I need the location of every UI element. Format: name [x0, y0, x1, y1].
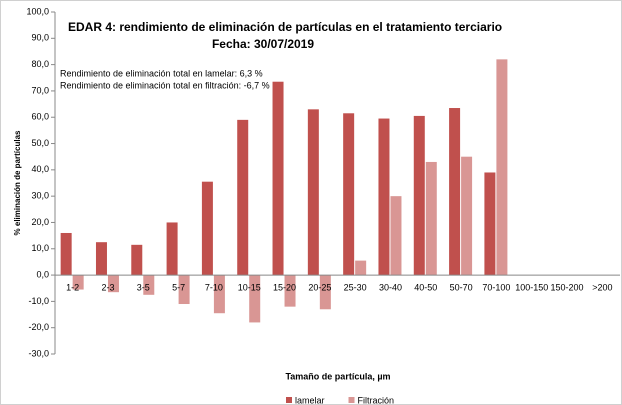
x-tick-label: 100-150 — [515, 282, 548, 292]
annotation: Rendimiento de eliminación total en lame… — [60, 68, 263, 78]
y-tick-label: -10,0 — [28, 296, 49, 306]
bar — [425, 161, 437, 276]
bar — [449, 108, 461, 276]
x-tick-label: 50-70 — [450, 282, 473, 292]
bar — [95, 242, 107, 276]
bar — [131, 244, 143, 276]
bar — [237, 119, 249, 276]
bar — [496, 59, 508, 276]
x-tick-label: 150-200 — [551, 282, 584, 292]
y-tick-label: 50,0 — [31, 138, 49, 148]
bar — [390, 196, 402, 276]
y-tick-label: 0,0 — [36, 269, 49, 279]
y-tick-label: 90,0 — [31, 33, 49, 43]
y-tick-label: 80,0 — [31, 59, 49, 69]
bar — [319, 275, 331, 310]
bar — [178, 275, 190, 305]
legend-swatch — [286, 397, 292, 403]
x-tick-label: 20-25 — [308, 282, 331, 292]
bar — [343, 113, 355, 276]
bar — [213, 275, 225, 314]
y-tick-label: 70,0 — [31, 85, 49, 95]
bar — [166, 222, 178, 276]
x-axis-label: Tamaño de partícula, µm — [285, 371, 390, 381]
bar — [378, 118, 390, 276]
x-tick-label: 15-20 — [273, 282, 296, 292]
y-tick-label: 100,0 — [26, 6, 49, 16]
legend-label: Filtración — [358, 395, 395, 405]
y-tick-label: 40,0 — [31, 164, 49, 174]
legend-label: lamelar — [295, 395, 325, 405]
x-tick-label: 1-2 — [66, 282, 79, 292]
x-tick-label: 7-10 — [205, 282, 223, 292]
bar — [307, 109, 319, 276]
bar — [284, 275, 296, 307]
bar — [143, 275, 155, 295]
bar — [413, 115, 425, 276]
x-tick-label: 10-15 — [238, 282, 261, 292]
y-tick-label: 30,0 — [31, 191, 49, 201]
x-tick-label: 5-7 — [172, 282, 185, 292]
x-tick-label: 30-40 — [379, 282, 402, 292]
x-tick-label: 40-50 — [414, 282, 437, 292]
x-tick-label: 70-100 — [482, 282, 510, 292]
bar — [72, 275, 84, 290]
y-axis-label: % eliminación de partículas — [13, 130, 22, 235]
y-tick-label: 10,0 — [31, 243, 49, 253]
bar — [249, 275, 261, 323]
chart-title: EDAR 4: rendimiento de eliminación de pa… — [68, 20, 502, 34]
chart-subtitle: Fecha: 30/07/2019 — [212, 37, 314, 51]
bar — [107, 275, 119, 293]
bar — [272, 81, 284, 276]
x-tick-label: 3-5 — [137, 282, 150, 292]
y-tick-label: 60,0 — [31, 112, 49, 122]
y-tick-label: -30,0 — [28, 348, 49, 358]
bar — [355, 260, 367, 276]
y-tick-label: -20,0 — [28, 322, 49, 332]
y-tick-label: 20,0 — [31, 217, 49, 227]
bar — [60, 232, 72, 276]
annotation: Rendimiento de eliminación total en filt… — [60, 80, 270, 90]
bar — [201, 181, 213, 276]
x-tick-label: 2-3 — [101, 282, 114, 292]
bar — [461, 156, 473, 276]
x-tick-label: >200 — [592, 282, 612, 292]
bar — [484, 172, 496, 276]
x-tick-label: 25-30 — [344, 282, 367, 292]
legend-swatch — [348, 397, 355, 403]
